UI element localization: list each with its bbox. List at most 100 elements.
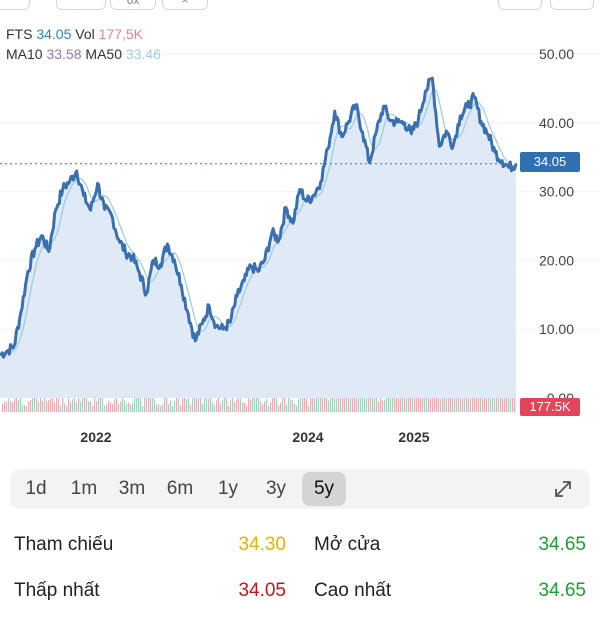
volume-bar [236, 399, 238, 412]
volume-bar [42, 400, 44, 412]
volume-bar [2, 403, 4, 412]
volume-bar [220, 403, 222, 412]
volume-bar [328, 400, 330, 412]
volume-bar [264, 401, 266, 412]
volume-bar [258, 396, 260, 412]
stat-row-1: Tham chiếu 34.30 Mở cửa 34.65 [0, 526, 600, 572]
range-tab-1y[interactable]: 1y [217, 478, 239, 499]
volume-bar [330, 385, 332, 412]
volume-bar [102, 395, 104, 412]
range-tab-5y[interactable]: 5y [302, 472, 346, 506]
volume-bar [308, 405, 310, 412]
volume-bar [348, 395, 350, 412]
volume-bar [212, 401, 214, 412]
legend-symbol: FTS [6, 26, 33, 42]
volume-bar [384, 399, 386, 412]
volume-bar [28, 401, 30, 412]
toolbar-button-5[interactable] [498, 0, 542, 10]
volume-bar [192, 392, 194, 412]
volume-bar [312, 391, 314, 412]
volume-bar [302, 394, 304, 412]
volume-bar [200, 398, 202, 412]
volume-bar [10, 400, 12, 412]
volume-bar [440, 398, 442, 412]
x-axis-labels: 2022 2024 2025 [80, 429, 429, 445]
volume-bar [12, 402, 14, 412]
volume-bar [20, 396, 22, 412]
volume-bar [168, 404, 170, 412]
range-tab-3m[interactable]: 3m [118, 478, 146, 499]
toolbar-button-interval[interactable]: 6x [110, 0, 156, 10]
volume-bar [26, 405, 28, 412]
volume-bar [58, 394, 60, 412]
volume-bar [142, 405, 144, 412]
volume-bar [120, 401, 122, 412]
volume-bar [296, 405, 298, 412]
volume-bar [234, 401, 236, 412]
low-price-label: Thấp nhất [14, 580, 100, 601]
volume-bar [84, 393, 86, 412]
volume-bar [14, 397, 16, 412]
legend-vol-label: Vol [75, 26, 95, 42]
x-tick-label: 2025 [398, 429, 429, 445]
volume-bar [254, 393, 256, 412]
volume-bar [260, 401, 262, 412]
volume-bar [174, 401, 176, 412]
volume-bar [66, 405, 68, 412]
volume-bar [56, 395, 58, 412]
legend-ma10-label: MA10 [6, 46, 43, 62]
volume-bar [290, 399, 292, 412]
volume-bar [326, 385, 328, 412]
volume-bar [118, 403, 120, 412]
volume-bar [382, 400, 384, 412]
volume-bar [196, 395, 198, 412]
legend-ma50-label: MA50 [85, 46, 122, 62]
range-tab-6m[interactable]: 6m [166, 478, 194, 499]
volume-bar [232, 395, 234, 412]
volume-bar [106, 404, 108, 412]
volume-bar [86, 396, 88, 412]
stat-row-2: Thấp nhất 34.05 Cao nhất 34.65 [0, 572, 600, 618]
toolbar-button-1[interactable] [0, 0, 30, 10]
volume-bar [198, 397, 200, 412]
last-volume-tag: 177.5K [520, 398, 580, 416]
toolbar-button-2[interactable] [56, 0, 106, 10]
legend-row-price: FTS 34.05 Vol 177,5K [6, 24, 161, 44]
volume-bar [114, 399, 116, 412]
volume-bar [224, 392, 226, 412]
volume-bar [206, 396, 208, 412]
toolbar-button-close[interactable]: × [162, 0, 208, 10]
volume-bar [22, 404, 24, 412]
range-tab-1d[interactable]: 1d [25, 478, 47, 499]
volume-bar [38, 401, 40, 412]
legend-vol-value: 177,5K [98, 26, 144, 42]
volume-bar [336, 398, 338, 412]
expand-chart-button[interactable] [550, 476, 576, 502]
legend-price: 34.05 [36, 26, 72, 42]
range-tab-1m[interactable]: 1m [70, 478, 98, 499]
volume-bar [176, 393, 178, 412]
volume-bar [376, 396, 378, 412]
volume-bar [100, 394, 102, 412]
volume-bar [294, 404, 296, 412]
range-tab-3y[interactable]: 3y [265, 478, 287, 499]
toolbar-button-6[interactable] [550, 0, 594, 10]
volume-bar [130, 404, 132, 412]
low-price-value: 34.05 [238, 580, 286, 601]
volume-bar [108, 400, 110, 412]
volume-bar [74, 396, 76, 412]
last-price-tag: 34.05 [520, 152, 580, 172]
x-tick-label: 2022 [80, 429, 111, 445]
volume-bar [54, 402, 56, 412]
volume-bar [170, 400, 172, 412]
high-price-label: Cao nhất [314, 580, 392, 601]
volume-bar [98, 394, 100, 412]
volume-bar [268, 405, 270, 412]
volume-bar [202, 404, 204, 412]
ref-price-label: Tham chiếu [14, 534, 114, 555]
volume-bar [274, 396, 276, 412]
volume-bar [30, 399, 32, 412]
volume-bar [164, 393, 166, 412]
volume-bar [158, 404, 160, 412]
